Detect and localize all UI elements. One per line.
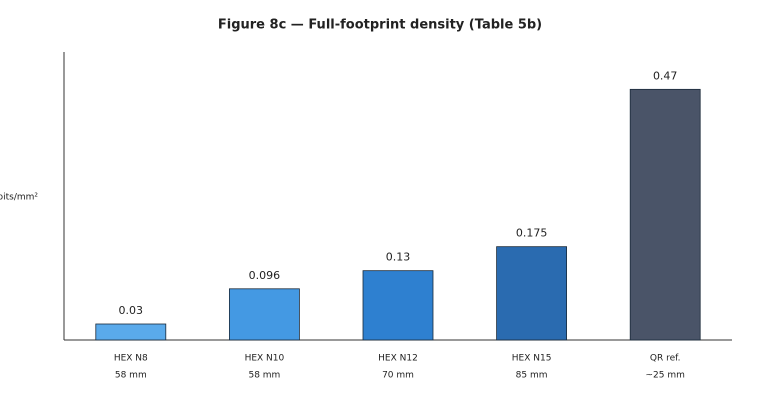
x-tick-label: ~25 mm	[646, 371, 685, 381]
value-label: 0.13	[386, 251, 411, 264]
x-tick-label: HEX N12	[378, 354, 418, 364]
value-label: 0.175	[516, 227, 548, 240]
bar	[496, 246, 568, 341]
x-tick-label: HEX N10	[245, 354, 285, 364]
value-label: 0.03	[119, 304, 144, 317]
x-tick-label: 70 mm	[382, 371, 414, 381]
y-axis-label: bits/mm²	[0, 193, 38, 203]
bar	[95, 323, 167, 341]
bar	[629, 88, 701, 341]
value-label: 0.096	[249, 269, 281, 282]
x-tick-label: HEX N8	[114, 354, 148, 364]
x-tick-label: QR ref.	[650, 354, 681, 364]
x-tick-label: HEX N15	[512, 354, 552, 364]
x-tick-label: 58 mm	[115, 371, 147, 381]
x-tick-label: 85 mm	[516, 371, 548, 381]
x-tick-label: 58 mm	[248, 371, 280, 381]
bar	[362, 270, 434, 341]
bar	[228, 288, 300, 341]
chart-title: Figure 8c — Full-footprint density (Tabl…	[218, 18, 542, 33]
value-label: 0.47	[653, 69, 678, 82]
